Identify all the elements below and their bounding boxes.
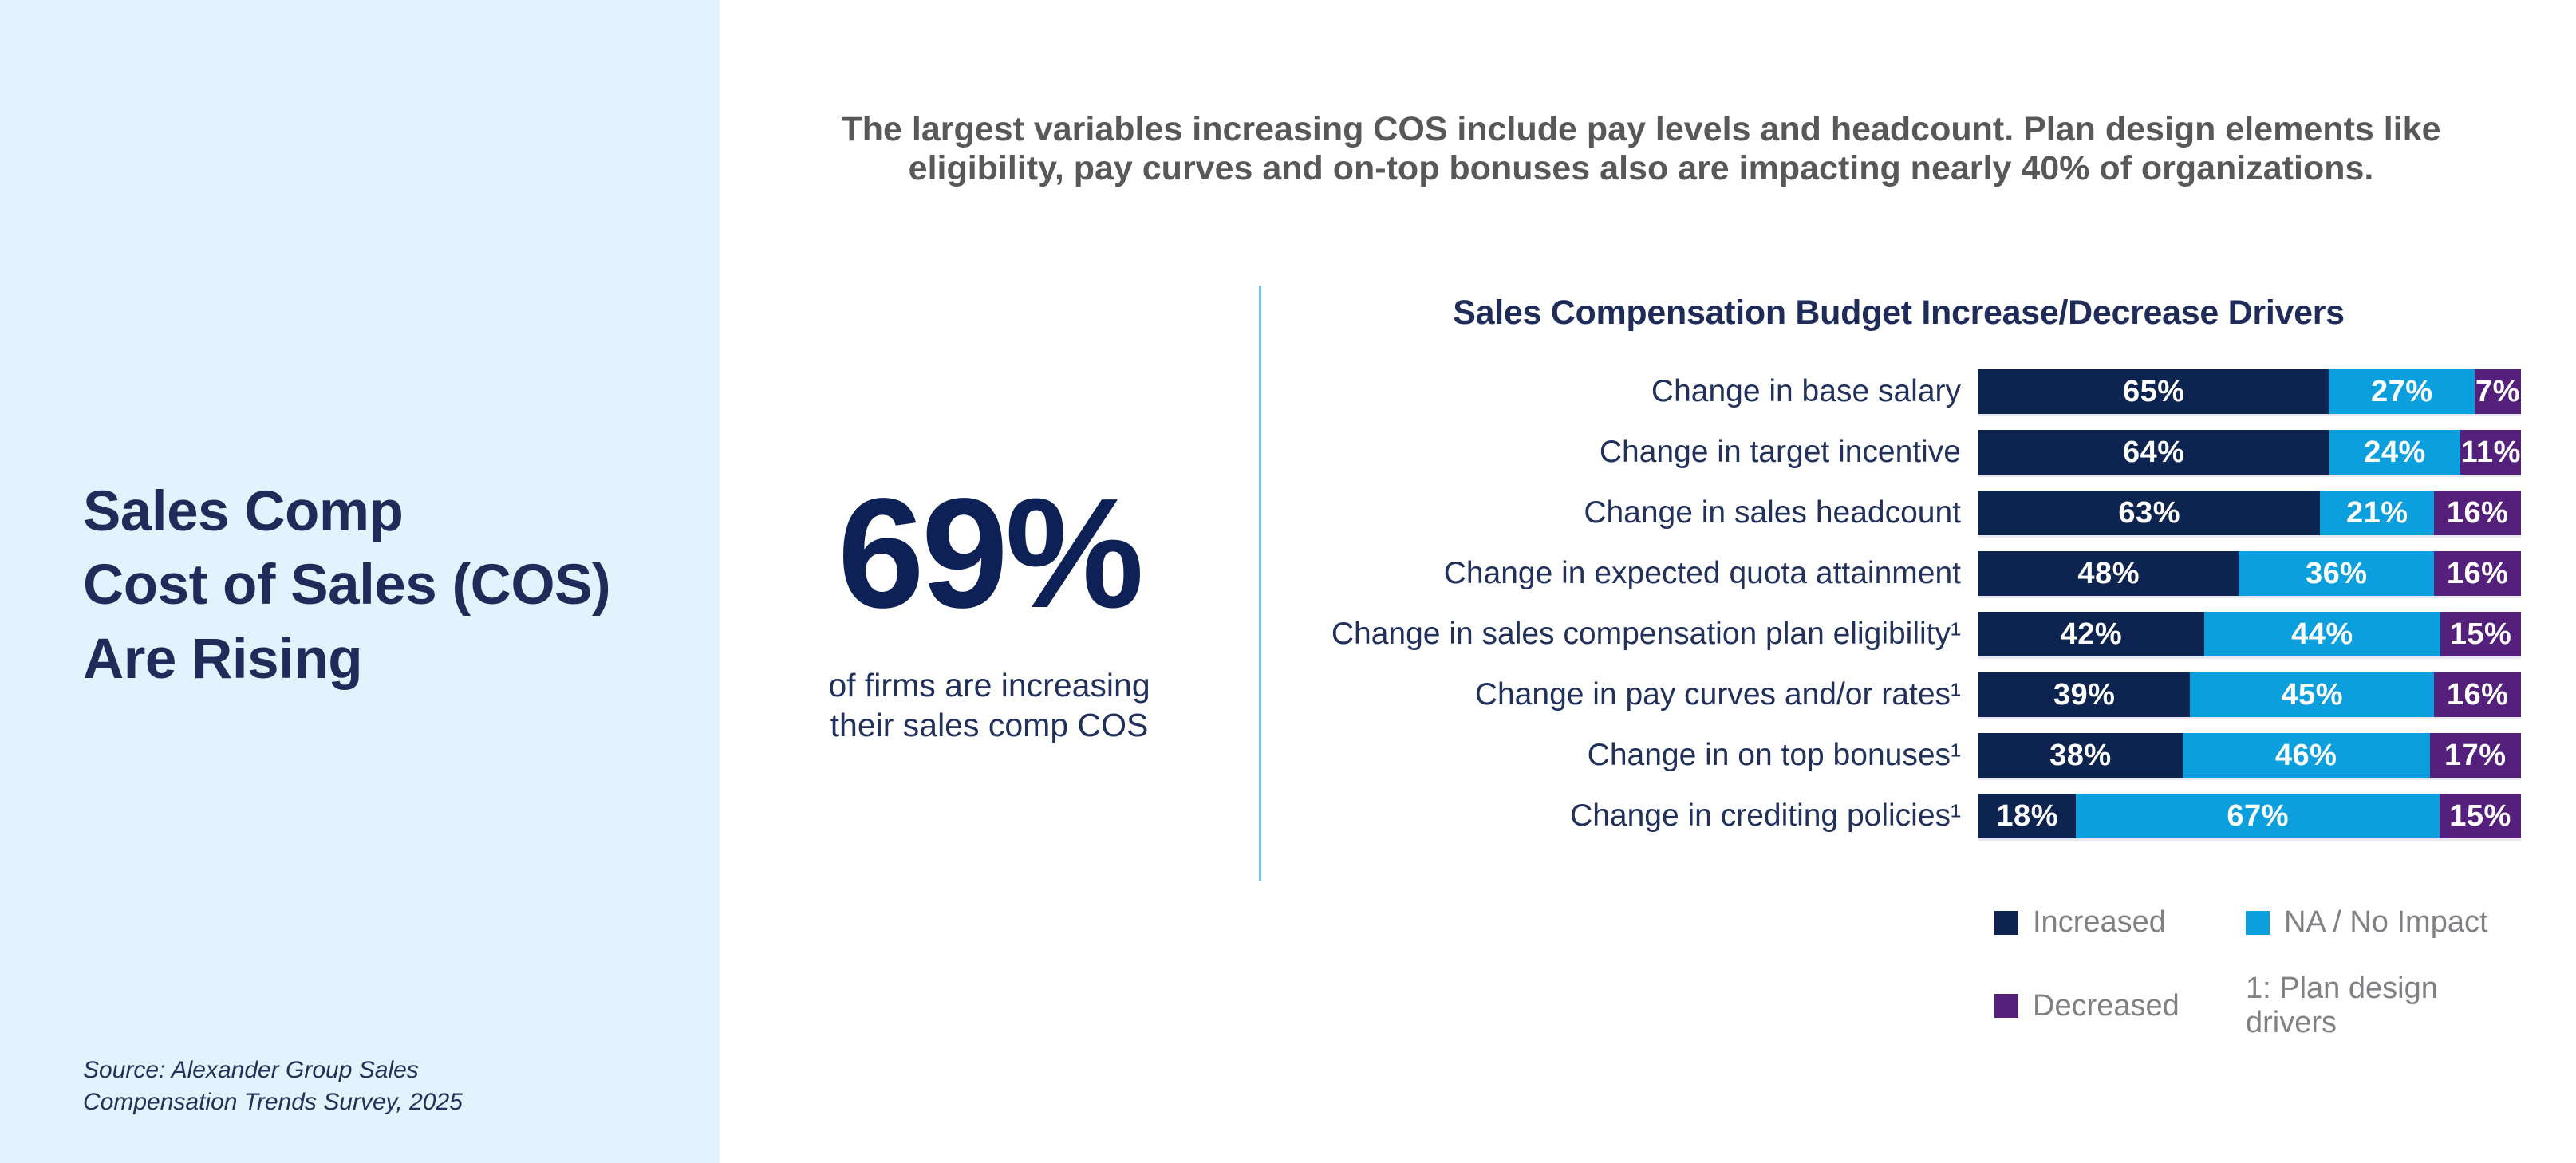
bar-value-label: 44% [2291,617,2353,651]
bar-segment-na-no-impact: 67% [2076,794,2440,838]
bar-segment-na-no-impact: 27% [2329,369,2475,414]
bar-value-label: 17% [2444,738,2507,772]
legend-item-decreased: Decreased [1994,972,2246,1040]
row-label: Change in sales compensation plan eligib… [1331,617,1961,651]
row-label: Change in crediting policies¹ [1570,798,1961,833]
sidebar-panel: Sales Comp Cost of Sales (COS) Are Risin… [0,0,720,1163]
bar-segment-decreased: 17% [2429,733,2521,778]
row-label: Change in base salary [1651,374,1961,408]
stat-value: 69% [837,466,1144,641]
legend-item-na-no-impact: NA / No Impact [2246,905,2521,940]
chart-row: Change in base salary 65% 27% 7% [1276,369,2521,414]
page-title: Sales Comp Cost of Sales (COS) Are Risin… [83,480,611,691]
chart-row: Change in on top bonuses¹ 38% 46% 17% [1276,733,2521,778]
bar-segment-increased: 48% [1978,551,2239,596]
row-bar: 63% 21% 16% [1978,491,2521,535]
bar-value-label: 15% [2449,798,2511,833]
bar-segment-increased: 18% [1978,794,2077,838]
bar-value-label: 67% [2227,798,2289,833]
row-bar: 38% 46% 17% [1978,733,2521,778]
bar-segment-increased: 65% [1978,369,2329,414]
chart-legend: Increased NA / No Impact Decreased 1: Pl… [1994,905,2521,1040]
bar-segment-na-no-impact: 45% [2190,672,2435,717]
bar-value-label: 21% [2346,495,2408,530]
row-label: Change in expected quota attainment [1443,556,1961,590]
row-label: Change in target incentive [1599,435,1961,469]
legend-swatch-na-no-impact [2246,910,2270,935]
bar-segment-increased: 42% [1978,612,2204,656]
bar-segment-increased: 63% [1978,491,2321,535]
row-label: Change in sales headcount [1584,495,1961,530]
bar-value-label: 46% [2274,738,2337,772]
legend-footnote-text: 1: Plan design drivers [2246,972,2438,1039]
bar-value-label: 27% [2370,374,2433,408]
bar-segment-na-no-impact: 24% [2329,430,2461,475]
vertical-divider [1259,286,1261,881]
bar-segment-decreased: 16% [2434,491,2521,535]
row-bar: 65% 27% 7% [1978,369,2521,414]
chart-rows: Change in base salary 65% 27% 7% Change in… [1276,369,2521,838]
bar-value-label: 64% [2123,435,2185,469]
chart-title: Sales Compensation Budget Increase/Decre… [1453,294,2345,332]
bar-value-label: 15% [2449,617,2512,651]
bar-value-label: 45% [2281,677,2343,712]
bar-value-label: 38% [2049,738,2112,772]
chart-row: Change in crediting policies¹ 18% 67% 15% [1276,794,2521,838]
bar-segment-increased: 38% [1978,733,2183,778]
bar-segment-increased: 39% [1978,672,2191,717]
header-text: The largest variables increasing COS inc… [841,110,2441,188]
bar-value-label: 16% [2446,495,2509,530]
bar-segment-decreased: 16% [2434,672,2521,717]
row-bar: 64% 24% 11% [1978,430,2521,475]
bar-value-label: 16% [2446,677,2509,712]
legend-item-increased: Increased [1994,905,2246,940]
row-label: Change in on top bonuses¹ [1587,738,1961,772]
legend-swatch-increased [1994,910,2018,935]
bar-value-label: 39% [2053,677,2116,712]
bar-value-label: 36% [2306,556,2368,590]
bar-value-label: 18% [1996,798,2058,833]
bar-value-label: 42% [2060,617,2123,651]
legend-label-na-no-impact: NA / No Impact [2284,905,2488,939]
chart-row: Change in sales compensation plan eligib… [1276,612,2521,656]
bar-segment-na-no-impact: 36% [2239,551,2435,596]
chart-row: Change in target incentive 64% 24% 11% [1276,430,2521,475]
bar-segment-decreased: 15% [2440,612,2521,656]
row-bar: 18% 67% 15% [1978,794,2521,838]
bar-value-label: 7% [2475,374,2520,408]
bar-value-label: 11% [2460,435,2521,469]
legend-swatch-decreased [1994,994,2018,1018]
bar-value-label: 48% [2077,556,2140,590]
legend-label-decreased: Decreased [2033,988,2180,1023]
bar-value-label: 65% [2122,374,2185,408]
bar-value-label: 24% [2364,435,2426,469]
row-bar: 48% 36% 16% [1978,551,2521,596]
row-bar: 42% 44% 15% [1978,612,2521,656]
bar-segment-na-no-impact: 46% [2182,733,2430,778]
bar-segment-na-no-impact: 44% [2203,612,2440,656]
bar-segment-decreased: 16% [2434,551,2521,596]
bar-value-label: 16% [2446,556,2509,590]
chart-row: Change in sales headcount 63% 21% 16% [1276,491,2521,535]
legend-footnote: 1: Plan design drivers [2246,972,2521,1040]
bar-value-label: 63% [2118,495,2180,530]
bar-segment-increased: 64% [1978,430,2329,475]
legend-label-increased: Increased [2033,905,2166,939]
stat-block: 69% of firms are increasing their sales … [720,0,1259,745]
bar-segment-decreased: 15% [2440,794,2521,838]
row-bar: 39% 45% 16% [1978,672,2521,717]
source-note: Source: Alexander Group Sales Compensati… [83,1057,463,1115]
row-label: Change in pay curves and/or rates¹ [1474,677,1961,712]
bar-segment-decreased: 7% [2475,369,2521,414]
bar-segment-decreased: 11% [2460,430,2521,475]
stat-caption: of firms are increasing their sales comp… [828,667,1150,744]
bar-segment-na-no-impact: 21% [2320,491,2435,535]
chart-row: Change in pay curves and/or rates¹ 39% 45… [1276,672,2521,717]
bar-chart: Sales Compensation Budget Increase/Decre… [1276,294,2521,1040]
chart-row: Change in expected quota attainment 48% 3… [1276,551,2521,596]
